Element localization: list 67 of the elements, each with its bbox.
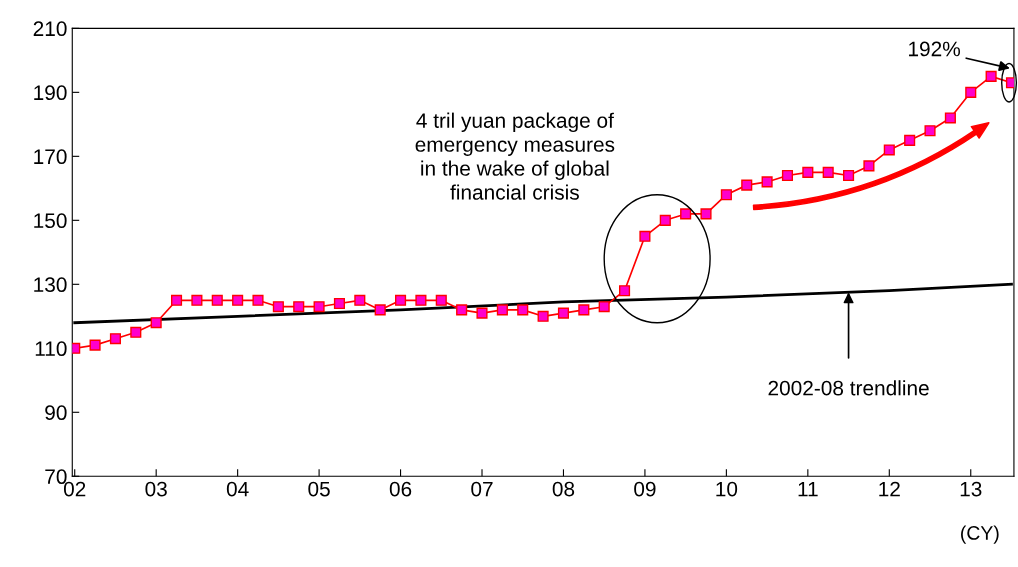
x-axis-title: (CY) <box>961 525 999 544</box>
y-tick-label: 90 <box>45 405 67 421</box>
point <box>578 304 590 316</box>
point <box>130 326 142 338</box>
point <box>822 166 834 178</box>
point <box>89 339 101 351</box>
y-tick-label: 110 <box>35 341 67 357</box>
point <box>639 230 651 242</box>
point <box>680 208 692 220</box>
y-tick-label: 210 <box>33 21 67 37</box>
y-tick-label: 170 <box>34 149 67 165</box>
point <box>476 307 488 319</box>
x-tick-label: 11 <box>798 481 818 497</box>
point <box>272 301 284 313</box>
point <box>293 301 305 313</box>
x-tick-label: 04 <box>226 481 249 497</box>
point <box>883 144 895 156</box>
x-tick-label: 13 <box>960 481 982 497</box>
x-tick-label: 06 <box>389 481 412 497</box>
point <box>924 125 936 137</box>
point <box>720 189 732 201</box>
point <box>700 208 712 220</box>
point <box>537 310 549 322</box>
point <box>333 297 346 310</box>
x-tick-label: 10 <box>716 481 738 497</box>
point <box>781 169 794 182</box>
point <box>211 294 223 306</box>
point <box>557 307 570 319</box>
y-tick-label: 130 <box>34 277 67 293</box>
point <box>313 301 325 313</box>
x-tick-label: 08 <box>552 481 575 497</box>
annotation: 192% <box>909 41 960 57</box>
point <box>802 166 814 178</box>
point <box>598 301 610 313</box>
point <box>619 285 631 297</box>
point <box>904 134 916 146</box>
point <box>109 333 122 345</box>
point <box>252 294 264 306</box>
point <box>354 294 366 306</box>
point <box>435 294 447 306</box>
point <box>659 214 671 226</box>
point <box>863 160 875 172</box>
annotation: 2002-08 trendline <box>768 380 929 396</box>
point <box>150 317 162 329</box>
point <box>761 176 773 188</box>
point <box>985 70 997 82</box>
point <box>741 179 753 191</box>
point <box>965 86 977 98</box>
point <box>496 304 508 316</box>
point <box>232 294 244 306</box>
x-tick-label: 03 <box>145 481 167 497</box>
x-tick-label: 09 <box>634 481 656 497</box>
annotation: 4 tril yuan package of emergency measures in the wake of global financial crisis <box>415 112 615 200</box>
x-tick-label: 07 <box>471 481 493 497</box>
point <box>843 169 855 182</box>
y-tick-label: 150 <box>34 213 67 229</box>
point <box>374 304 386 316</box>
point <box>944 112 956 124</box>
y-tick-label: 190 <box>34 85 67 101</box>
x-tick-label: 12 <box>879 481 900 497</box>
x-tick-label: 05 <box>308 481 330 497</box>
point <box>415 294 427 306</box>
point <box>456 304 468 316</box>
point <box>394 294 407 306</box>
point <box>517 304 529 316</box>
point <box>170 294 183 306</box>
point <box>191 294 203 306</box>
